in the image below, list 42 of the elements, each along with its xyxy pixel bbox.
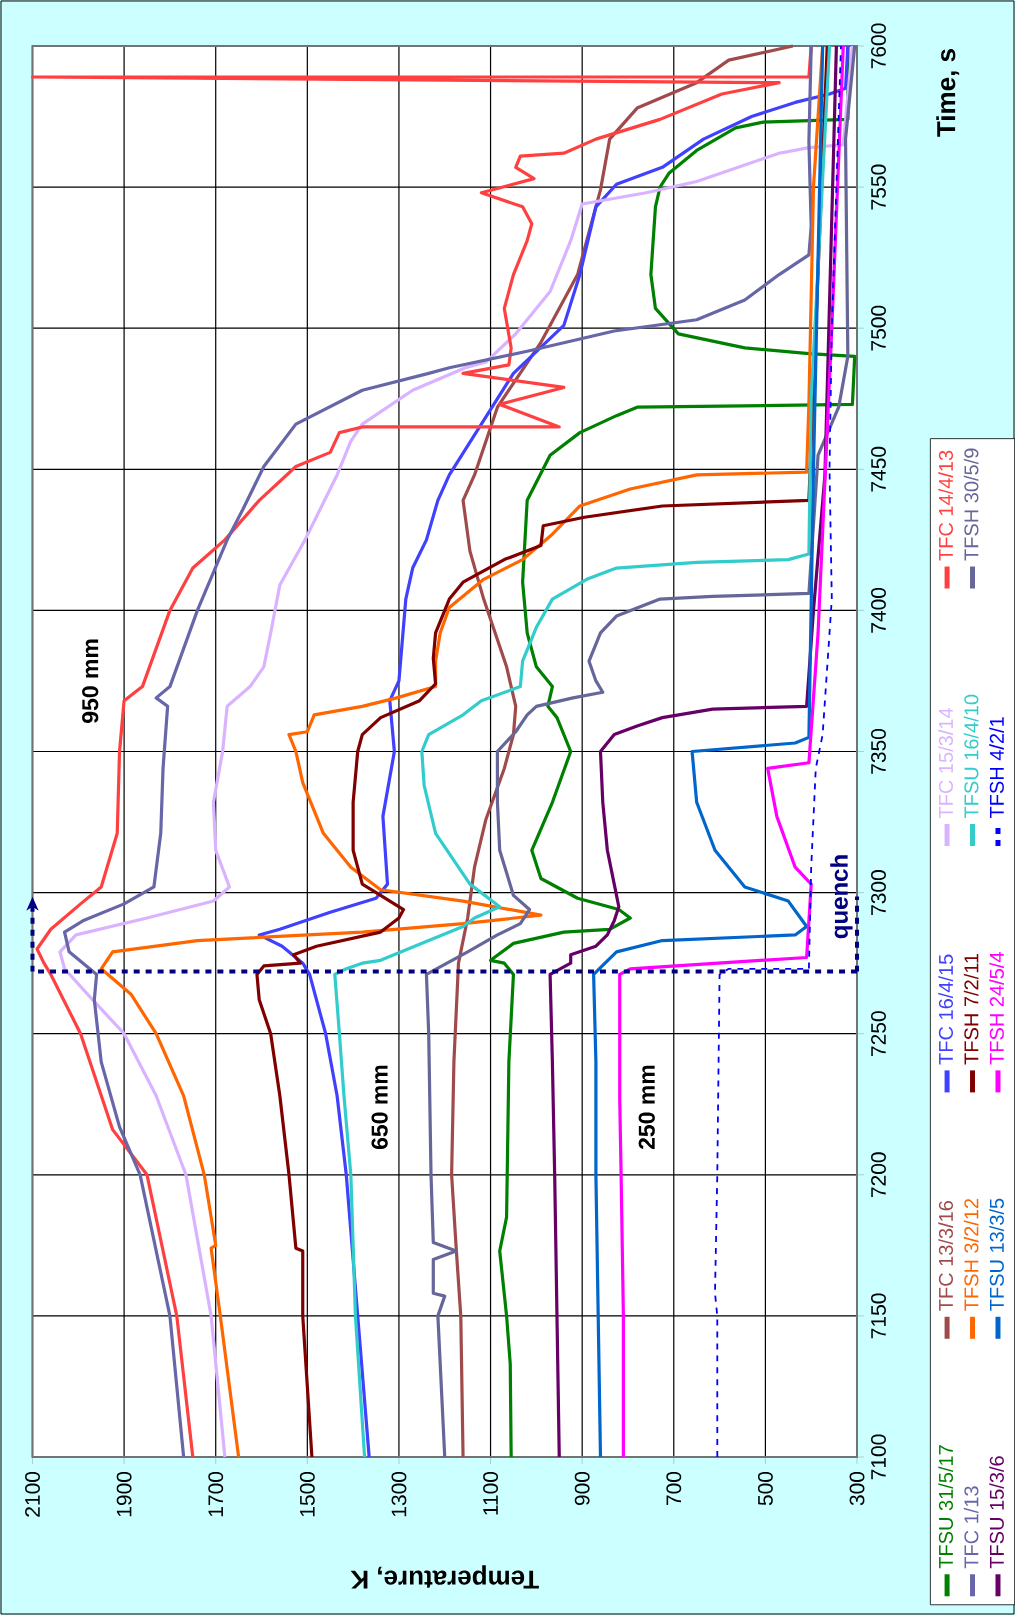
text: TFSU 15/3/6 [989,1456,1004,1569]
annotation: 250 mm [638,1065,655,1150]
y-tick-label: 7200 [871,1152,886,1198]
text: TFC 13/3/16 [938,1201,954,1311]
text: TFC 16/4/15 [938,954,954,1065]
annotation: 950 mm [82,639,99,723]
y-tick-label: 7600 [871,23,886,69]
y-tick-label: 7250 [871,1011,886,1056]
line-series [450,44,795,1459]
text: TFSH 4/2/1 [989,717,1004,819]
ref-line-label: quench [830,855,853,939]
text: TFC 15/3/14 [938,707,954,819]
y-tick-label: 7150 [871,1293,886,1339]
x-tick-label: 1100 [483,1471,498,1515]
y-tick-label: 7100 [871,1434,886,1480]
text: TFC 14/4/13 [938,450,954,561]
text: TFSH 24/5/4 [989,952,1004,1065]
text: TFSH 30/5/9 [963,448,979,561]
text: TFSU 31/5/17 [938,1445,954,1569]
text: TFC 1/13 [963,1486,979,1569]
x-tick-label: 500 [757,1471,773,1506]
x-tick-label: 300 [849,1471,865,1506]
y-tick-label: 7300 [871,870,886,915]
y-tick-label: 7500 [871,305,886,351]
y-axis-title: Time, s [936,49,960,137]
x-tick-label: 1900 [116,1471,132,1517]
y-tick-label: 7350 [871,728,886,774]
x-tick-label: 700 [666,1471,682,1506]
y-tick-label: 7400 [871,587,886,633]
x-axis-title: Temperature, K [350,1565,539,1589]
x-tick-label: 1700 [208,1471,224,1517]
x-tick-label: 1500 [299,1471,315,1517]
x-tick-label: 900 [574,1471,590,1506]
y-tick-label: 7550 [871,164,886,210]
text: TFSH 3/2/12 [963,1198,979,1311]
text: TFSH 7/2/11 [963,953,979,1065]
text: TFSU 13/3/5 [989,1198,1004,1311]
annotation: 650 mm [371,1065,388,1150]
text: TFSU 16/4/10 [963,694,979,819]
y-tick-label: 7450 [871,446,886,492]
x-tick-label: 1300 [391,1471,407,1517]
x-tick-label: 2100 [25,1471,40,1517]
